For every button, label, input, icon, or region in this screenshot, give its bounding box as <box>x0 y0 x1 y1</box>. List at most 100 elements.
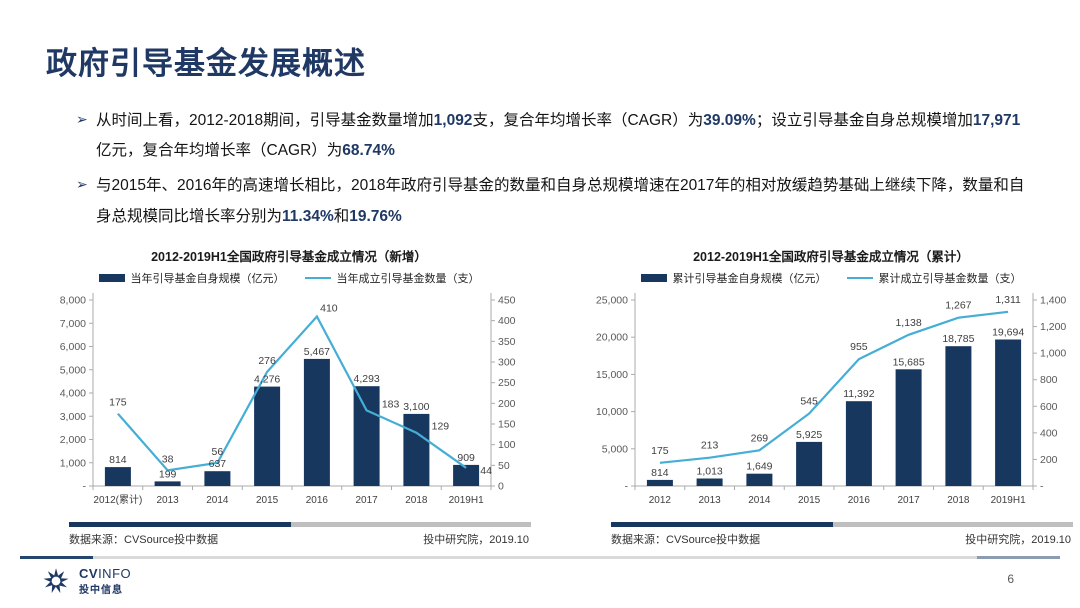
chart-new-funds: 2012-2019H1全国政府引导基金成立情况（新增） 当年引导基金自身规模（亿… <box>45 246 533 547</box>
svg-text:2014: 2014 <box>748 495 771 506</box>
bar-swatch-icon <box>98 274 125 282</box>
highlight-value: 11.34% <box>282 207 334 225</box>
data-labels: 814 199 637 4,276 5,467 4,293 3,100 909 175 38 56 2… <box>109 303 492 481</box>
highlight-value: 39.09% <box>703 112 756 129</box>
x-axis-labels: 2012 2013 2014 2015 2016 2017 2018 2019H1 <box>649 495 1026 506</box>
svg-text:2015: 2015 <box>798 495 821 506</box>
chart-divider <box>611 522 1073 527</box>
research-credit-label: 投中研究院，2019.10 <box>423 534 529 546</box>
chart-legend: 当年引导基金自身规模（亿元） 当年成立引导基金数量（支） <box>45 270 533 286</box>
chart-svg: - 1,000 2,000 3,000 4,000 5,000 6,000 7,000 8,00… <box>60 293 516 506</box>
highlight-value: 68.74% <box>342 142 395 160</box>
bullet-text: 和 <box>333 207 350 225</box>
svg-text:1,000: 1,000 <box>1040 348 1066 360</box>
svg-text:25,000: 25,000 <box>596 295 628 307</box>
svg-text:175: 175 <box>651 445 669 457</box>
svg-text:2013: 2013 <box>157 495 180 506</box>
bullet-arrow-icon: ➢ <box>76 111 88 127</box>
bar <box>796 441 823 486</box>
bullet-text: 亿元，复合年均增长率（CAGR）为 <box>96 142 343 160</box>
legend-label: 累计成立引导基金数量（支） <box>878 273 1022 285</box>
tick-labels: - 1,000 2,000 3,000 4,000 5,000 6,000 7,000 8,00… <box>60 295 516 493</box>
svg-text:545: 545 <box>800 396 818 408</box>
logo-latin-bold: CV <box>79 566 99 581</box>
svg-text:100: 100 <box>498 439 516 451</box>
svg-text:637: 637 <box>209 458 227 470</box>
chart-canvas: - 1,000 2,000 3,000 4,000 5,000 6,000 7,000 8,00… <box>45 288 533 521</box>
svg-text:1,400: 1,400 <box>1040 295 1066 307</box>
bullet-item: ➢ 与2015年、2016年的高速增长相比，2018年政府引导基金的数量和自身总规… <box>76 171 1034 231</box>
bar <box>403 413 430 486</box>
legend-item-line: 累计成立引导基金数量（支） <box>846 270 1022 286</box>
svg-text:-: - <box>83 481 87 493</box>
svg-text:44: 44 <box>480 465 492 477</box>
bullet-item: ➢ 从时间上看，2012-2018期间，引导基金数量增加1,092支，复合年均增长… <box>76 106 1034 166</box>
svg-text:600: 600 <box>1040 401 1058 413</box>
bar <box>104 467 131 486</box>
svg-text:4,293: 4,293 <box>353 373 379 385</box>
svg-text:7,000: 7,000 <box>60 318 86 330</box>
svg-text:1,267: 1,267 <box>945 300 971 312</box>
svg-text:2012: 2012 <box>649 495 672 506</box>
chart-title: 2012-2019H1全国政府引导基金成立情况（新增） <box>151 250 427 264</box>
highlight-value: 19.76% <box>349 207 402 225</box>
svg-text:276: 276 <box>258 355 276 367</box>
svg-text:3,100: 3,100 <box>403 401 429 413</box>
line-swatch-icon <box>304 277 331 279</box>
svg-text:4,276: 4,276 <box>254 374 280 386</box>
bar <box>746 473 773 486</box>
svg-text:250: 250 <box>498 377 516 389</box>
svg-text:814: 814 <box>651 467 669 479</box>
bar <box>204 471 231 486</box>
svg-text:350: 350 <box>498 336 516 348</box>
bar <box>646 479 673 486</box>
svg-text:300: 300 <box>498 357 516 369</box>
chart-canvas: - 5,000 10,000 15,000 20,000 25,000 - 200 400 600… <box>587 288 1075 521</box>
line-series <box>117 314 467 472</box>
bar-swatch-icon <box>640 274 667 282</box>
svg-text:129: 129 <box>432 421 450 433</box>
svg-text:200: 200 <box>498 398 516 410</box>
svg-text:1,000: 1,000 <box>60 457 86 469</box>
svg-text:8,000: 8,000 <box>60 295 86 307</box>
svg-text:1,200: 1,200 <box>1040 321 1066 333</box>
logo-latin-light: INFO <box>98 566 132 581</box>
line-series <box>659 310 1009 464</box>
svg-text:183: 183 <box>382 398 400 410</box>
svg-text:2015: 2015 <box>256 495 279 506</box>
bar <box>303 358 330 486</box>
bullet-text: 与2015年、2016年的高速增长相比，2018年政府引导基金的数量和自身总规模… <box>96 177 1025 225</box>
legend-label: 累计引导基金自身规模（亿元） <box>672 273 827 285</box>
svg-text:-: - <box>625 481 629 493</box>
svg-text:4,000: 4,000 <box>60 388 86 400</box>
svg-text:20,000: 20,000 <box>596 332 628 344</box>
bullet-text: ；设立引导基金自身总规模增加 <box>755 112 973 129</box>
chart-svg: - 5,000 10,000 15,000 20,000 25,000 - 200 400 600… <box>596 293 1066 506</box>
legend-label: 当年成立引导基金数量（支） <box>336 273 480 285</box>
svg-text:10,000: 10,000 <box>596 406 628 418</box>
chart-source-row: 数据来源：CVSource投中数据 投中研究院，2019.10 <box>587 531 1075 547</box>
bar <box>995 339 1022 486</box>
svg-text:175: 175 <box>109 397 127 409</box>
svg-text:400: 400 <box>498 315 516 327</box>
bar <box>254 386 281 486</box>
highlight-value: 1,092 <box>433 112 473 129</box>
svg-text:2014: 2014 <box>206 495 229 506</box>
svg-text:38: 38 <box>162 453 174 465</box>
highlight-value: 17,971 <box>972 112 1021 129</box>
cvinfo-logo: CVINFO 投中信息 <box>40 565 131 597</box>
research-credit-label: 投中研究院，2019.10 <box>965 534 1071 546</box>
svg-text:2019H1: 2019H1 <box>449 495 484 506</box>
svg-text:200: 200 <box>1040 454 1058 466</box>
svg-text:56: 56 <box>212 446 224 458</box>
svg-text:0: 0 <box>498 481 504 493</box>
svg-text:2016: 2016 <box>306 495 329 506</box>
x-axis-labels: 2012(累计) 2013 2014 2015 2016 2017 2018 2019H1 <box>93 493 484 506</box>
svg-text:1,649: 1,649 <box>746 461 772 473</box>
svg-text:15,000: 15,000 <box>596 369 628 381</box>
logo-cn-label: 投中信息 <box>79 585 123 596</box>
svg-text:3,000: 3,000 <box>60 411 86 423</box>
legend-item-line: 当年成立引导基金数量（支） <box>304 270 480 286</box>
line-swatch-icon <box>846 277 873 279</box>
